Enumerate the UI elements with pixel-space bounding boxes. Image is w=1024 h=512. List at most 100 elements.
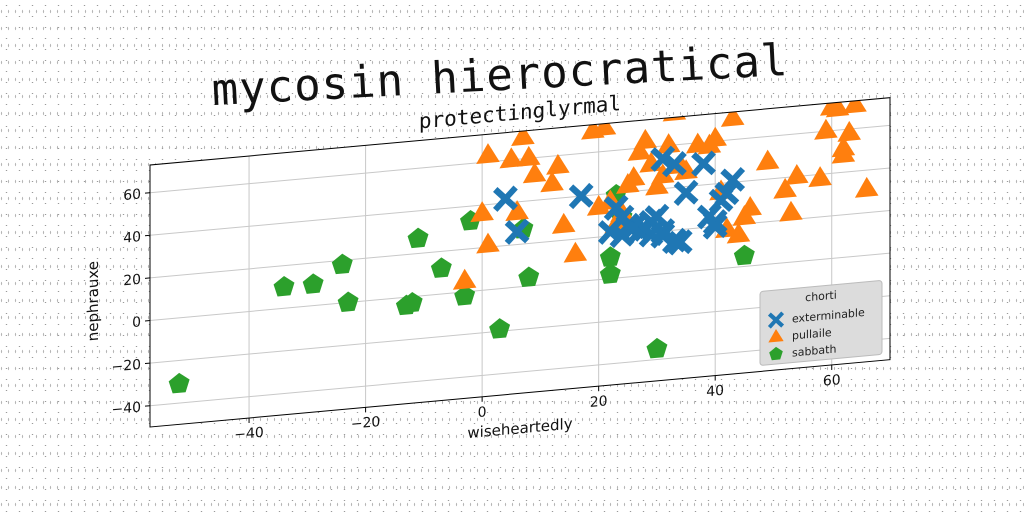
data-point-exterminable	[644, 203, 670, 230]
data-point-exterminable	[493, 185, 518, 212]
data-point-pullaile	[674, 159, 698, 181]
legend-marker-pullaile	[768, 328, 784, 343]
y-tick-label: 40	[123, 229, 141, 247]
plot-background	[150, 97, 890, 427]
data-point-exterminable	[691, 150, 716, 177]
data-point-sabbath	[599, 246, 621, 267]
data-point-pullaile	[621, 166, 646, 188]
data-point-sabbath	[646, 337, 668, 359]
data-point-pullaile	[540, 171, 564, 193]
legend-marker-exterminable	[767, 311, 785, 329]
data-point-pullaile	[592, 115, 617, 137]
legend-item-sabbath: sabbath	[769, 343, 836, 361]
data-point-exterminable	[662, 151, 687, 178]
data-point-pullaile	[470, 201, 494, 223]
y-gridline	[150, 124, 890, 194]
data-point-pullaile	[703, 126, 727, 148]
data-point-sabbath	[518, 266, 540, 287]
x-tick-label: 60	[823, 372, 841, 390]
data-point-exterminable	[568, 182, 594, 210]
data-point-pullaile	[779, 200, 803, 222]
data-point-pullaile	[656, 133, 681, 155]
y-axis-label: nephrauxe	[84, 260, 102, 342]
data-point-pullaile	[476, 232, 500, 254]
data-point-sabbath	[454, 285, 476, 306]
data-point-sabbath	[302, 273, 324, 294]
data-point-sabbath	[401, 292, 423, 313]
data-point-pullaile	[784, 164, 809, 185]
data-point-sabbath	[337, 291, 359, 312]
data-point-pullaile	[831, 136, 856, 158]
legend-label-sabbath: sabbath	[792, 343, 836, 360]
data-point-pullaile	[511, 125, 535, 146]
legend-box	[759, 280, 883, 366]
data-point-sabbath	[331, 253, 353, 275]
data-point-pullaile	[633, 128, 658, 150]
data-point-pullaile	[627, 140, 652, 161]
data-point-exterminable	[609, 221, 635, 249]
data-point-pullaile	[516, 145, 541, 167]
data-point-pullaile	[522, 162, 547, 184]
data-point-pullaile	[645, 174, 669, 196]
data-point-exterminable	[621, 214, 647, 241]
data-point-exterminable	[714, 180, 740, 207]
plot-frame	[149, 97, 891, 428]
data-point-sabbath	[430, 257, 452, 278]
axis-ticks: −40 −20 0 20 40 60 −40 −20 0 20 40 60	[111, 187, 841, 444]
y-tick-label: −20	[111, 357, 141, 376]
y-tick-label: 0	[132, 314, 141, 331]
data-point-pullaile	[499, 147, 524, 169]
data-marks	[168, 97, 879, 394]
data-point-exterminable	[673, 179, 699, 207]
x-tick-label: 0	[478, 404, 487, 421]
data-point-pullaile	[755, 149, 780, 171]
data-point-pullaile	[738, 195, 762, 217]
y-tick-label: 20	[123, 272, 141, 290]
y-gridline	[150, 252, 890, 321]
data-point-pullaile	[814, 118, 838, 140]
grid	[150, 102, 890, 419]
data-point-exterminable	[638, 221, 664, 248]
x-tick-label: −20	[351, 414, 381, 433]
x-tick-label: −40	[234, 425, 264, 444]
data-point-pullaile	[825, 97, 850, 118]
y-gridline	[150, 167, 890, 236]
data-point-sabbath	[733, 244, 755, 266]
data-point-pullaile	[546, 153, 570, 175]
data-point-sabbath	[273, 275, 295, 297]
data-point-exterminable	[650, 145, 676, 172]
data-point-exterminable	[702, 213, 728, 240]
data-point-pullaile	[773, 177, 797, 199]
data-point-pullaile	[505, 200, 529, 222]
data-point-sabbath	[168, 372, 190, 394]
data-point-pullaile	[551, 212, 576, 234]
y-tick-label: −40	[111, 400, 141, 419]
data-point-pullaile	[563, 241, 588, 263]
y-tick-label: 60	[123, 187, 141, 205]
data-point-pullaile	[720, 105, 745, 127]
data-point-pullaile	[854, 176, 879, 198]
data-point-sabbath	[489, 318, 511, 339]
data-point-pullaile	[726, 222, 751, 244]
x-tick-label: 20	[590, 393, 608, 411]
legend-item-pullaile: pullaile	[768, 326, 832, 343]
data-point-pullaile	[744, 97, 768, 110]
data-point-pullaile	[586, 194, 611, 216]
legend-marker-sabbath	[769, 346, 783, 361]
data-point-sabbath	[599, 263, 621, 284]
legend-title: chorti	[805, 289, 837, 305]
data-point-pullaile	[452, 268, 477, 290]
x-tick-label: 40	[706, 383, 724, 401]
data-point-exterminable	[720, 167, 746, 194]
data-point-pullaile	[808, 166, 832, 188]
data-point-exterminable	[667, 229, 693, 256]
legend-label-pullaile: pullaile	[792, 326, 832, 343]
data-point-sabbath	[407, 227, 429, 249]
data-point-pullaile	[476, 143, 500, 165]
data-point-pullaile	[843, 97, 867, 114]
data-point-exterminable	[504, 218, 530, 245]
y-gridline	[150, 210, 890, 279]
